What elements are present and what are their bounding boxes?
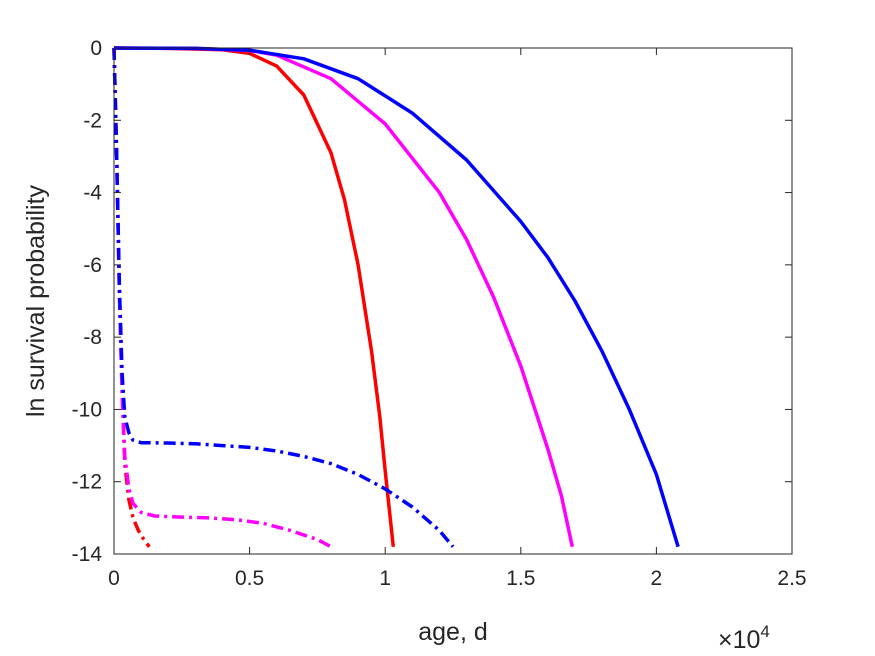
x-exponent-base: ×10 (718, 626, 760, 654)
x-tick-label: 2.5 (777, 567, 806, 590)
x-tick-label: 1.5 (506, 567, 535, 590)
y-tick-label: -6 (83, 254, 102, 277)
y-tick-label: -10 (72, 398, 102, 421)
x-tick-label: 2 (651, 567, 663, 590)
x-tick-label: 1 (379, 567, 391, 590)
y-axis-label: ln survival probability (22, 184, 50, 417)
x-axis-label: age, d (418, 618, 488, 646)
series-line-blue-solid (113, 46, 680, 548)
x-exponent-label: ×104 (718, 622, 770, 654)
y-tick-label: -8 (83, 326, 102, 349)
y-tick-label: 0 (90, 37, 102, 60)
y-tick-label: -4 (83, 182, 102, 205)
y-tick-label: -12 (72, 471, 102, 494)
y-tick-label: -2 (83, 109, 102, 132)
y-tick-label: -14 (72, 543, 103, 566)
x-tick-label: 0 (108, 567, 120, 590)
series-line-blue-dashdot (112, 47, 455, 548)
x-exponent-power: 4 (760, 622, 769, 641)
axes-box (113, 47, 793, 555)
plot-area (114, 48, 792, 554)
x-tick-label: 0.5 (235, 567, 264, 590)
tick-layer: 0 0.5 1 1.5 2 2.5 0 -2 -4 -6 -8 -10 -12 -14 (72, 37, 807, 590)
